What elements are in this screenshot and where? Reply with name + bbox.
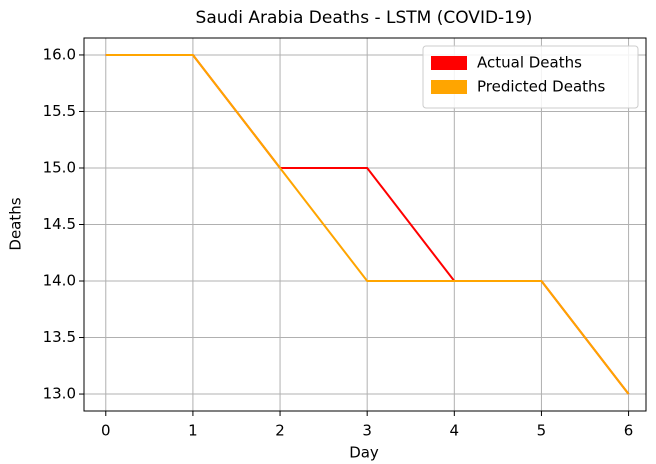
- x-tick-label: 5: [537, 422, 547, 440]
- y-tick-label: 15.5: [43, 102, 76, 120]
- chart-title: Saudi Arabia Deaths - LSTM (COVID-19): [196, 8, 533, 28]
- x-tick-label: 2: [275, 422, 285, 440]
- x-axis-label: Day: [349, 444, 379, 462]
- x-tick-label: 4: [450, 422, 460, 440]
- legend-box: [422, 45, 639, 109]
- legend-swatch: [431, 56, 467, 70]
- legend-label: Actual Deaths: [477, 54, 582, 72]
- y-tick-label: 13.0: [43, 385, 76, 403]
- y-axis-label: Deaths: [7, 197, 25, 250]
- x-tick-label: 0: [101, 422, 111, 440]
- legend-swatch: [431, 80, 467, 94]
- x-tick-label: 6: [624, 422, 634, 440]
- plot-frame: [83, 37, 647, 412]
- x-tick-label: 1: [188, 422, 198, 440]
- y-tick-label: 16.0: [43, 45, 76, 63]
- legend-label: Predicted Deaths: [477, 78, 606, 96]
- y-tick-label: 15.0: [43, 158, 76, 176]
- y-tick-label: 14.5: [43, 215, 76, 233]
- x-tick-label: 3: [362, 422, 372, 440]
- data-line: [105, 53, 630, 395]
- y-tick-label: 14.0: [43, 272, 76, 290]
- y-tick-label: 13.5: [43, 328, 76, 346]
